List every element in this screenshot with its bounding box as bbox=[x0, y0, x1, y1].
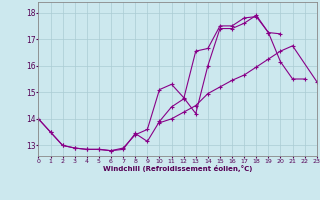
X-axis label: Windchill (Refroidissement éolien,°C): Windchill (Refroidissement éolien,°C) bbox=[103, 165, 252, 172]
